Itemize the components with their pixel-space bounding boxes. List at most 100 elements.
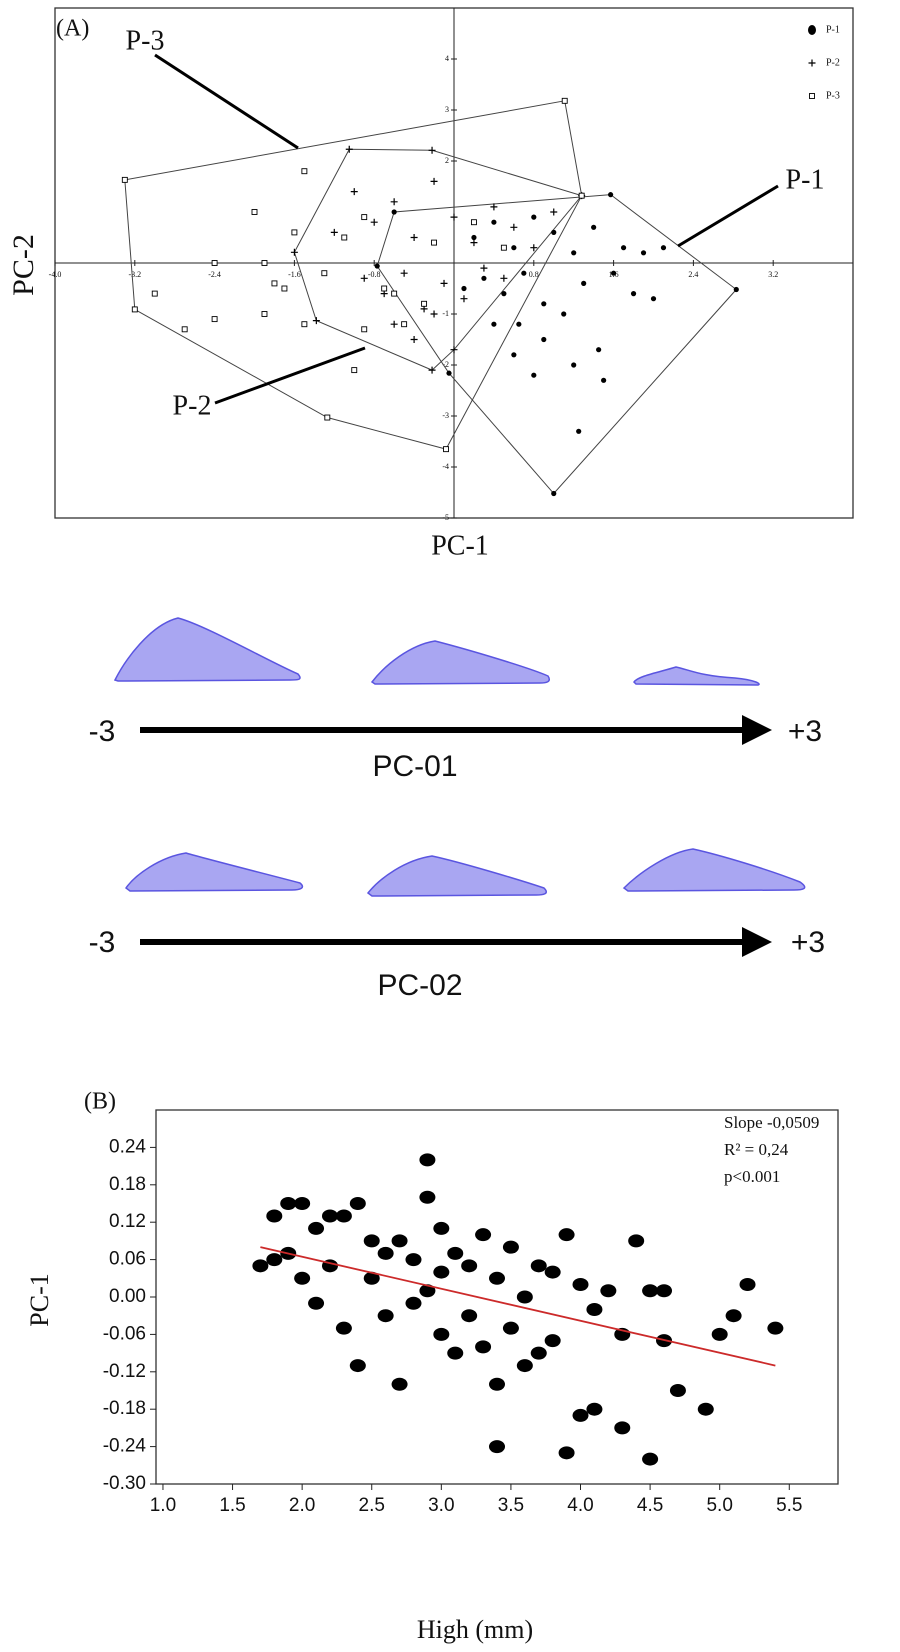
- point: [697, 1402, 714, 1416]
- y-tick-label: 0.12: [109, 1211, 146, 1232]
- point: [516, 1359, 533, 1373]
- y-tick-label: -0.30: [103, 1473, 146, 1494]
- point: [290, 248, 298, 256]
- point: [211, 316, 218, 323]
- shape-diagram: [113, 617, 806, 897]
- point: [433, 1221, 450, 1235]
- point: [266, 1209, 283, 1223]
- x-tick-label: -4.0: [49, 270, 62, 279]
- point: [461, 285, 467, 292]
- point: [421, 300, 428, 307]
- point: [351, 367, 358, 374]
- point: [586, 1302, 603, 1316]
- legend-label: P-1: [826, 24, 840, 35]
- x-tick-label: 1.5: [219, 1495, 245, 1516]
- y-tick-label: 3: [445, 105, 449, 114]
- point: [531, 372, 537, 378]
- point: [391, 290, 398, 297]
- point: [558, 1446, 575, 1460]
- point: [600, 1284, 617, 1298]
- point: [121, 176, 128, 183]
- point: [711, 1327, 728, 1341]
- y-tick-label: 0.18: [109, 1174, 146, 1195]
- point: [489, 1377, 505, 1391]
- point: [481, 275, 487, 281]
- point: [181, 326, 188, 333]
- legend-marker: [808, 25, 816, 35]
- point: [650, 296, 657, 302]
- point: [611, 270, 617, 276]
- point: [530, 1259, 547, 1273]
- arrow-right-label: +3: [791, 926, 825, 959]
- point: [419, 1284, 436, 1298]
- arrows: [140, 715, 772, 957]
- point: [500, 274, 508, 282]
- x-tick-label: 2.4: [688, 270, 698, 279]
- x-axis-title: PC-1: [431, 530, 489, 561]
- shape: [124, 852, 304, 892]
- point: [551, 229, 557, 235]
- point: [377, 1246, 394, 1260]
- point: [572, 1278, 589, 1292]
- point: [280, 1197, 297, 1210]
- shape: [366, 855, 547, 897]
- x-tick-label: -3.2: [128, 270, 141, 279]
- point: [471, 219, 477, 226]
- arrow-head: [742, 715, 772, 745]
- point: [608, 192, 614, 198]
- point: [500, 244, 507, 251]
- point: [516, 321, 522, 327]
- point: [410, 336, 418, 343]
- point: [581, 280, 587, 286]
- point: [321, 1209, 338, 1223]
- shape: [113, 617, 301, 682]
- shape: [622, 848, 806, 892]
- point: [571, 362, 577, 368]
- arrow-head: [742, 927, 772, 957]
- point: [733, 286, 739, 293]
- point: [360, 274, 368, 282]
- point: [335, 1321, 352, 1335]
- point: [266, 1253, 283, 1267]
- point: [521, 270, 527, 276]
- point: [447, 1346, 464, 1360]
- point: [614, 1421, 631, 1435]
- point: [350, 188, 358, 196]
- panel-label: (A): [56, 16, 89, 42]
- x-tick-label: 5.5: [776, 1495, 802, 1516]
- point: [541, 301, 547, 307]
- x-tick-label: -0.8: [368, 270, 381, 279]
- annotation: P-3: [126, 25, 165, 56]
- point: [510, 223, 518, 231]
- point: [443, 446, 449, 453]
- legend-marker: [809, 93, 815, 99]
- point: [628, 1234, 645, 1248]
- point: [405, 1253, 422, 1267]
- point: [502, 1240, 519, 1254]
- point: [294, 1271, 311, 1285]
- point: [501, 291, 507, 297]
- point: [391, 1377, 408, 1391]
- point: [561, 97, 568, 104]
- x-tick-label: 1.0: [150, 1495, 176, 1516]
- annotation: P-2: [173, 390, 212, 421]
- point: [433, 1327, 450, 1341]
- point: [308, 1221, 325, 1235]
- point: [739, 1278, 756, 1292]
- point: [491, 321, 497, 327]
- arrow-left-label: -3: [89, 926, 116, 959]
- point: [725, 1309, 742, 1323]
- point: [341, 234, 348, 241]
- point: [363, 1271, 380, 1285]
- point: [447, 1246, 464, 1260]
- y-tick-label: -3: [442, 411, 449, 420]
- arrow-title: PC-01: [372, 750, 457, 783]
- point: [586, 1402, 603, 1416]
- point: [601, 377, 607, 383]
- y-axis-title: PC-1: [25, 1273, 54, 1326]
- point: [511, 245, 517, 251]
- shape: [633, 666, 760, 686]
- point: [131, 306, 138, 313]
- point: [446, 370, 452, 376]
